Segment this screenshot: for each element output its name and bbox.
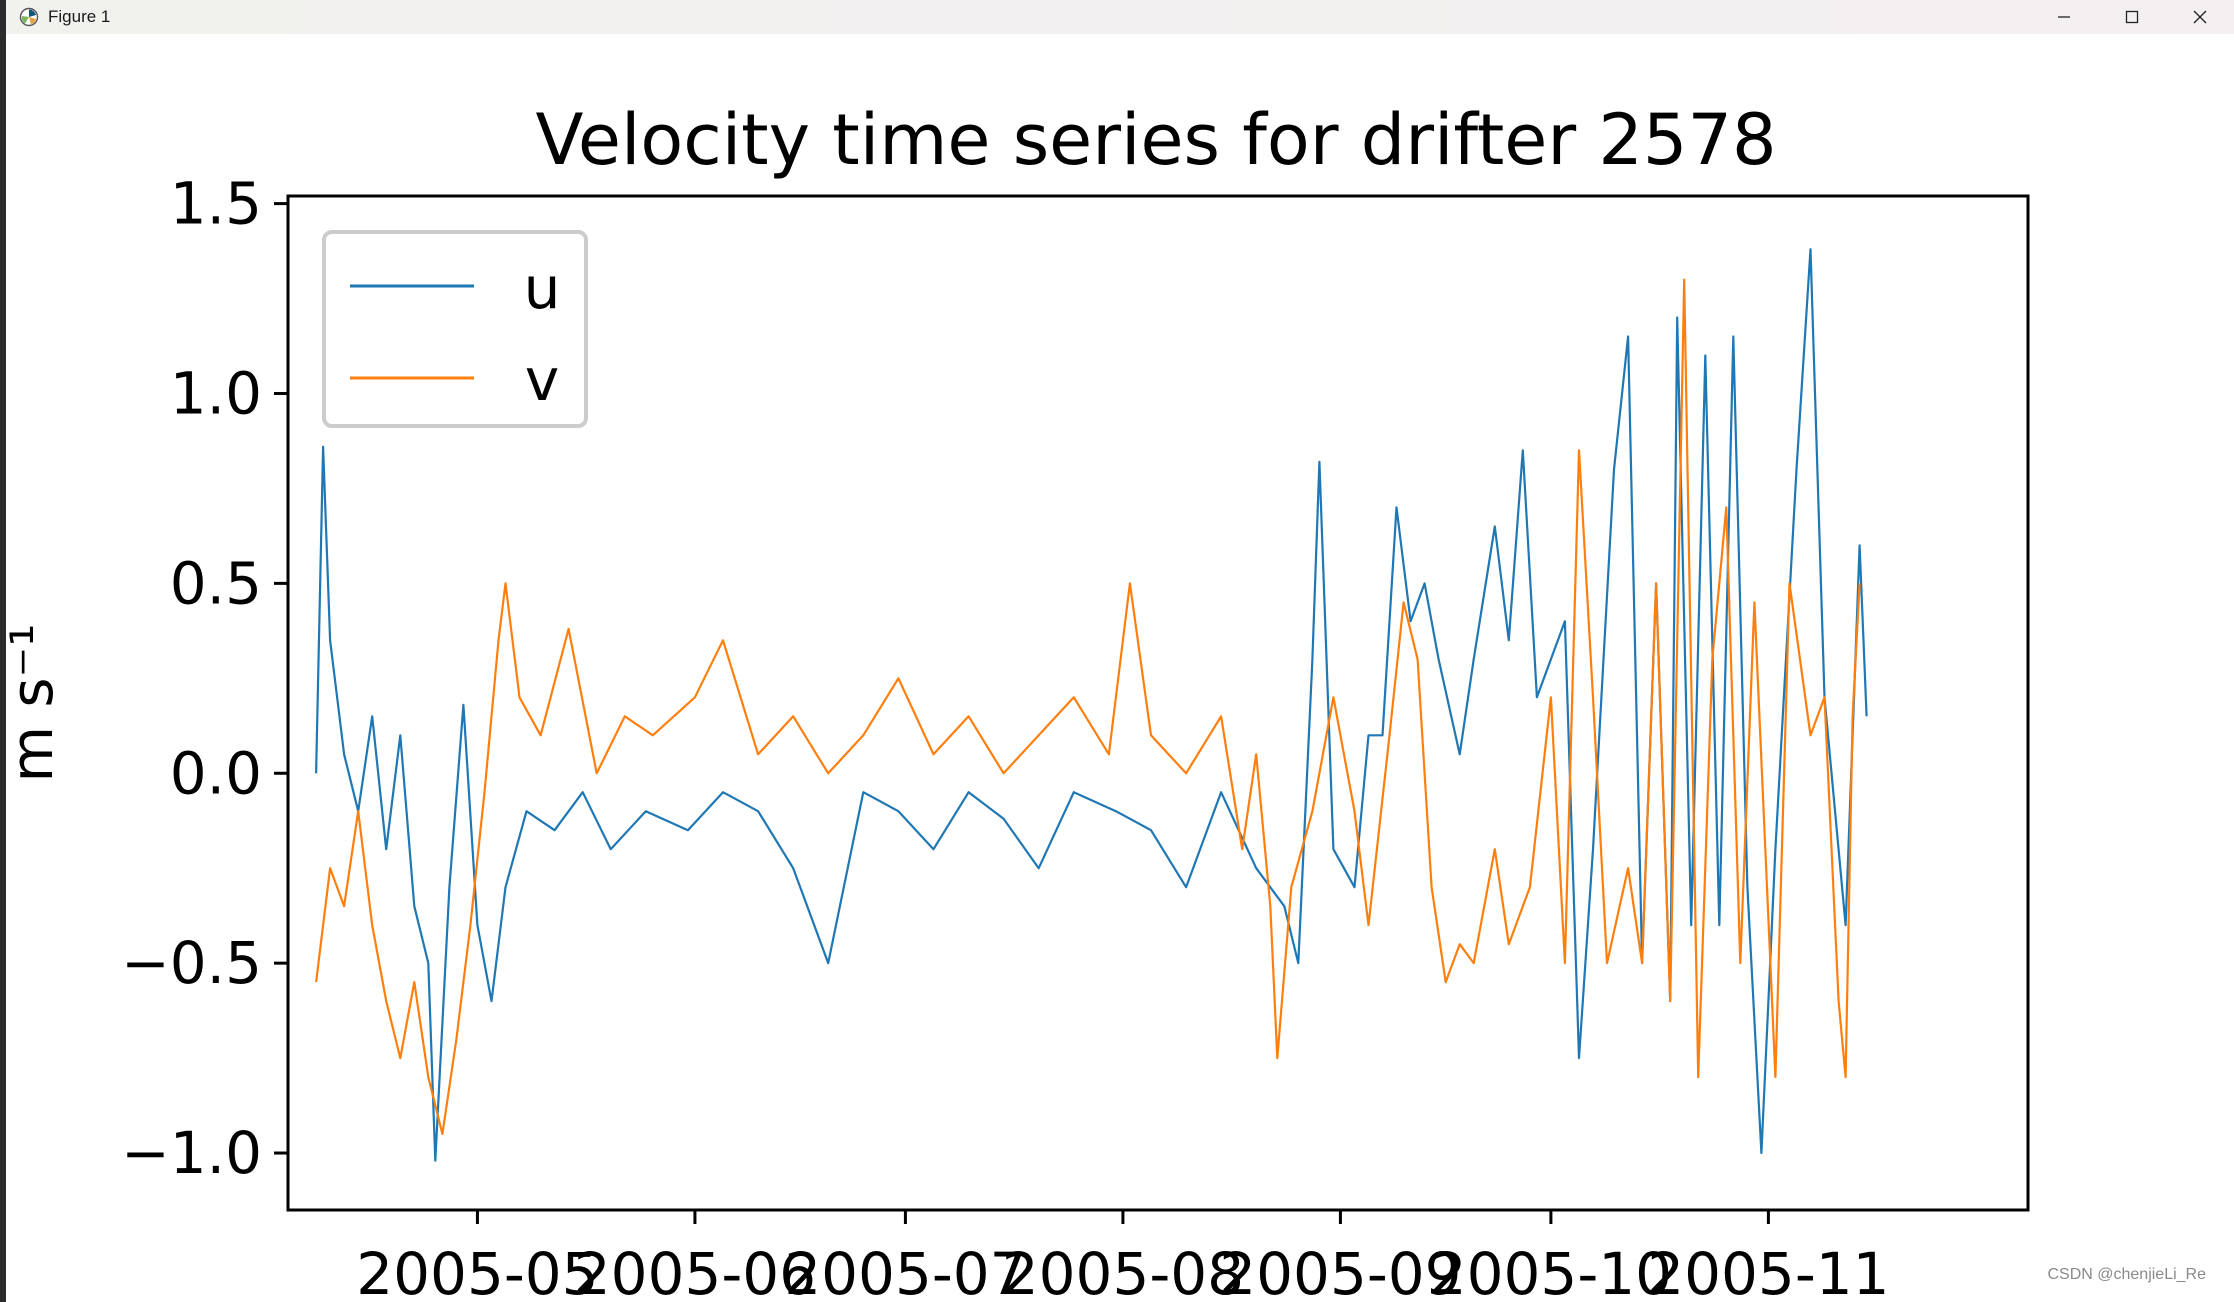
x-tick-label: 2005-08 bbox=[1002, 1240, 1244, 1302]
close-button[interactable] bbox=[2166, 0, 2234, 34]
y-tick-label: 0.5 bbox=[170, 549, 262, 617]
x-tick-label: 2005-06 bbox=[574, 1240, 816, 1302]
matplotlib-logo-icon bbox=[18, 6, 40, 28]
y-ticks: −1.0 −0.5 0.0 0.5 1.0 1.5 bbox=[121, 170, 288, 1187]
y-tick-label: 1.5 bbox=[170, 170, 262, 238]
y-tick-label: 0.0 bbox=[170, 739, 262, 807]
y-axis-label: m s⁻¹ bbox=[6, 623, 66, 782]
window-titlebar[interactable]: Figure 1 bbox=[6, 0, 2234, 34]
chart-title: Velocity time series for drifter 2578 bbox=[535, 99, 1776, 181]
minimize-icon bbox=[2058, 16, 2070, 18]
window-title: Figure 1 bbox=[48, 7, 111, 26]
velocity-chart: Velocity time series for drifter 2578 m … bbox=[6, 99, 2030, 1302]
y-tick-label: −0.5 bbox=[121, 929, 262, 997]
y-tick-label: 1.0 bbox=[170, 359, 262, 427]
maximize-button[interactable] bbox=[2098, 0, 2166, 34]
x-tick-label: 2005-07 bbox=[784, 1240, 1026, 1302]
series-line-u bbox=[315, 248, 1868, 1162]
legend-label-u: u bbox=[524, 254, 561, 322]
close-icon bbox=[2193, 10, 2207, 24]
series-line-v bbox=[315, 278, 1861, 1136]
x-ticks: 2005-052005-062005-072005-082005-092005-… bbox=[356, 1210, 1890, 1302]
x-tick-label: 2005-11 bbox=[1647, 1240, 1889, 1302]
legend-label-v: v bbox=[525, 346, 559, 414]
maximize-icon bbox=[2125, 10, 2139, 24]
series-layer bbox=[315, 248, 1868, 1162]
watermark: CSDN @chenjieLi_Re bbox=[2047, 1266, 2206, 1283]
x-tick-label: 2005-10 bbox=[1430, 1240, 1672, 1302]
y-tick-label: −1.0 bbox=[121, 1119, 262, 1187]
axes-frame bbox=[286, 194, 2030, 1212]
x-tick-label: 2005-05 bbox=[356, 1240, 598, 1302]
minimize-button[interactable] bbox=[2030, 0, 2098, 34]
legend: uv bbox=[322, 230, 588, 428]
window-left-edge bbox=[0, 0, 6, 1302]
x-tick-label: 2005-09 bbox=[1219, 1240, 1461, 1302]
window-controls bbox=[2030, 0, 2234, 34]
